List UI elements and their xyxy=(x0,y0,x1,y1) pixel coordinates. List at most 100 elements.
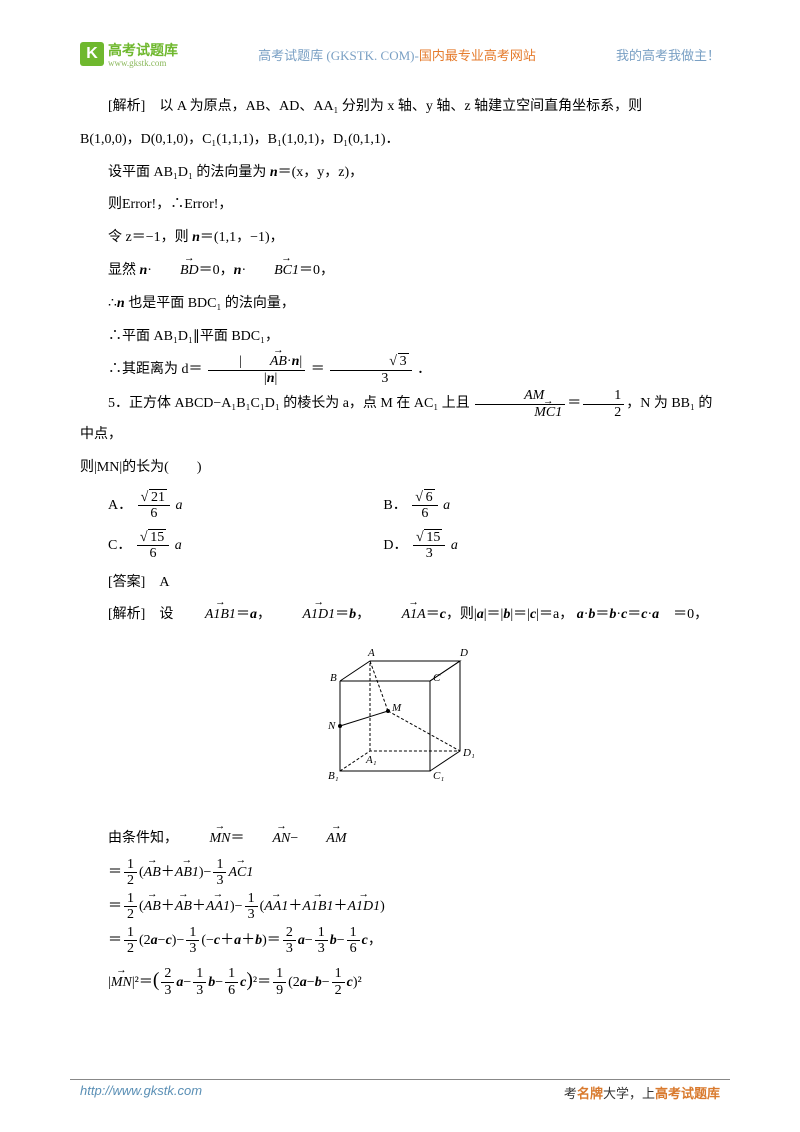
vector-n: n xyxy=(270,165,278,180)
var: a xyxy=(447,538,458,553)
fraction: 156 xyxy=(137,530,169,562)
text: ＝ xyxy=(108,933,122,948)
fraction: 13 xyxy=(245,891,258,923)
vec-A1A: A1A xyxy=(374,600,426,631)
fraction: 66 xyxy=(412,490,437,522)
solution-p6: 显然 n·BD＝0，n·BC1＝0， xyxy=(80,256,720,287)
vector-n: n xyxy=(192,230,200,245)
svg-text:C: C xyxy=(433,672,441,684)
fraction: 13 xyxy=(315,925,328,957)
var: a xyxy=(171,538,182,553)
fraction: 16 xyxy=(225,966,238,998)
num: 3 xyxy=(413,546,445,561)
header-center-hl: 国内最专业高考网站 xyxy=(419,48,536,63)
var-a: a xyxy=(250,607,257,622)
text: ＝0， xyxy=(299,263,334,278)
var-a: a xyxy=(298,933,305,948)
logo-text-wrap: 高考试题库 www.gkstk.com xyxy=(108,40,178,68)
text: ) xyxy=(380,899,385,914)
text: ∴其距离为 d＝ xyxy=(108,362,203,377)
vec-BC1: BC1 xyxy=(246,256,299,287)
text: )² xyxy=(353,975,362,990)
label: D． xyxy=(383,538,407,553)
vector-n: n xyxy=(117,296,125,311)
svg-text:A₁: A₁ xyxy=(365,754,377,766)
num: 3 xyxy=(161,983,174,998)
num: 2 xyxy=(332,983,345,998)
logo-text: 高考试题库 xyxy=(108,40,178,60)
num: 1 xyxy=(124,925,137,941)
vec-A1B1: A1B1 xyxy=(302,892,333,923)
text: 名牌 xyxy=(577,1086,603,1101)
question-5b: 则|MN|的长为( ) xyxy=(80,453,720,484)
text: ， xyxy=(368,933,382,948)
text: |＝a， xyxy=(536,607,573,622)
text: ＋ xyxy=(220,933,234,948)
vec-AM: AM xyxy=(298,824,346,855)
solution2-eq1: ＝12(AB＋AB1)−13AC1 xyxy=(108,857,720,889)
text: 5．正方体 ABCD−A₁B₁C₁D₁ 的棱长为 a，点 M 在 AC₁ 上且 xyxy=(108,396,470,411)
fraction: 13 xyxy=(186,925,199,957)
var-b: b xyxy=(330,933,337,948)
num: 6 xyxy=(424,489,435,505)
text: ＝ xyxy=(335,607,349,622)
fraction: |AB·n| |n| xyxy=(208,354,305,386)
var-a: a xyxy=(151,933,158,948)
fraction: 23 xyxy=(161,966,174,998)
fraction: 19 xyxy=(273,966,286,998)
vec-AB: AB xyxy=(144,892,161,923)
text: (− xyxy=(201,933,214,948)
var-a: a xyxy=(300,975,307,990)
num: 6 xyxy=(347,941,360,956)
num: 2 xyxy=(283,925,296,941)
vec-A1B1: A1B1 xyxy=(177,600,236,631)
question-5: 5．正方体 ABCD−A₁B₁C₁D₁ 的棱长为 a，点 M 在 AC₁ 上且 … xyxy=(80,388,720,451)
num: 2 xyxy=(124,941,137,956)
option-d: D． 153 a xyxy=(383,530,658,562)
vec-A1D1: A1D1 xyxy=(347,892,380,923)
text: 显然 xyxy=(108,263,140,278)
text: (2 xyxy=(139,933,151,948)
vec-AB: AB xyxy=(242,354,287,369)
num: 2 xyxy=(583,405,624,420)
text: [解析] 设 xyxy=(108,607,173,622)
num: 3 xyxy=(315,941,328,956)
fraction: 12 xyxy=(583,388,624,420)
var-a: a xyxy=(652,607,659,622)
footer: http://www.gkstk.com 考名牌大学，上高考试题库 xyxy=(0,1083,800,1102)
header-center-a: 高考试题库 (GKSTK. COM)- xyxy=(258,48,419,63)
text: 由条件知， xyxy=(108,831,178,846)
label: B． xyxy=(383,498,406,513)
num: 1 xyxy=(186,925,199,941)
text: ＋ xyxy=(333,899,347,914)
vector-n: n xyxy=(267,371,275,386)
vector-n: n xyxy=(234,263,242,278)
solution-p7: ∴n 也是平面 BDC₁ 的法向量， xyxy=(80,289,720,320)
solution2-p1: [解析] 设 A1B1＝a， A1D1＝b， A1A＝c，则|a|＝|b|＝|c… xyxy=(80,600,720,631)
num: 9 xyxy=(273,983,286,998)
text: ＝ xyxy=(108,865,122,880)
vec-AA1: AA1 xyxy=(264,892,288,923)
num: 3 xyxy=(245,907,258,922)
svg-text:A: A xyxy=(367,647,375,659)
logo: K 高考试题库 www.gkstk.com xyxy=(80,40,178,68)
solution2-eq3: ＝12(2a−c)−13(−c＋a＋b)＝23a−13b−16c， xyxy=(108,925,720,957)
fraction: 12 xyxy=(124,857,137,889)
var-a: a xyxy=(477,607,484,622)
text: − xyxy=(307,975,315,990)
num: 3 xyxy=(398,353,409,369)
num: 3 xyxy=(330,371,411,386)
num: 1 xyxy=(193,966,206,982)
num: 15 xyxy=(148,529,166,545)
solution-p3: 设平面 AB₁D₁ 的法向量为 n＝(x，y，z)， xyxy=(80,158,720,189)
text: ＝ xyxy=(311,362,325,377)
fraction: 3 3 xyxy=(330,354,411,386)
num: 1 xyxy=(124,891,137,907)
num: 3 xyxy=(283,941,296,956)
option-a: A． 216 a xyxy=(108,490,383,522)
vector-n: n xyxy=(292,354,300,369)
text: ＋ xyxy=(288,899,302,914)
text: ， xyxy=(257,607,271,622)
footer-url: http://www.gkstk.com xyxy=(80,1083,202,1102)
num: 6 xyxy=(225,983,238,998)
